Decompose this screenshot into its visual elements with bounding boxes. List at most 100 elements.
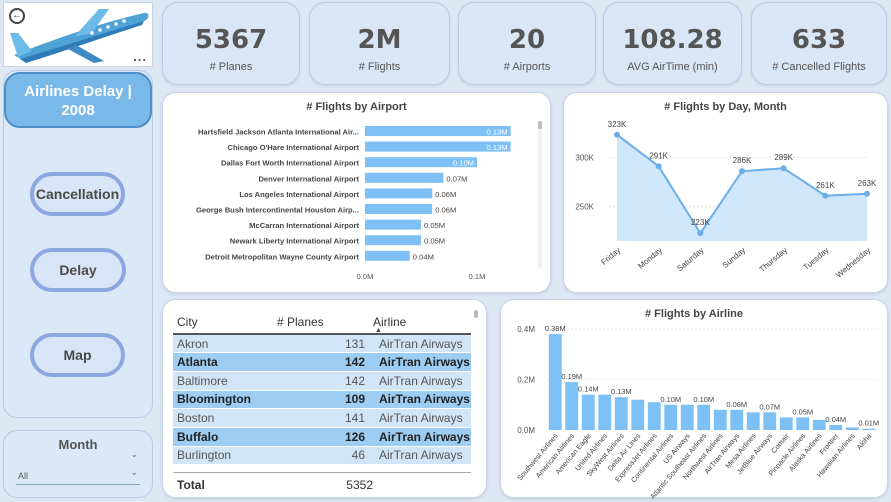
data-label: 261K [816, 181, 835, 190]
y-tick-label: 0.2M [517, 376, 535, 385]
slicer-underline [16, 484, 140, 485]
city-cell: Bloomington [177, 392, 251, 407]
month-slicer-value[interactable]: All [18, 471, 29, 481]
scrollbar[interactable] [538, 121, 542, 269]
data-label: 0.08M [726, 400, 747, 409]
city-cell: Boston [177, 411, 215, 426]
bar [365, 126, 511, 136]
table-row[interactable]: Bloomington 109 AirTran Airways [173, 390, 471, 409]
data-label: 0.10M [693, 395, 714, 404]
airline-cell: AirTran Airways [379, 392, 470, 407]
table-row[interactable]: Buffalo 126 AirTran Airways [173, 427, 471, 447]
category-label: Dallas Fort Worth International Airport [221, 159, 359, 168]
kpi-value: 20 [508, 25, 546, 55]
airline-cell: AirTran Airways [379, 373, 463, 388]
x-tick-label: Friday [599, 246, 622, 267]
data-label: 0.10M [453, 159, 474, 168]
data-label: 0.01M [858, 419, 879, 428]
data-point [655, 163, 662, 170]
report-title: Airlines Delay | 2008 [4, 72, 152, 128]
data-point [614, 131, 620, 138]
more-options-icon[interactable]: ... [133, 49, 147, 64]
category-label: Los Angeles International Airport [239, 190, 359, 199]
airport-chart: Hartsfield Jackson Atlanta International… [196, 126, 511, 281]
data-label: 0.13M [486, 143, 507, 152]
data-label: 0.04M [413, 252, 434, 261]
bar [548, 334, 562, 430]
planes-cell: 126 [344, 429, 365, 444]
city-table-card: City # Planes Airline ▲ Akron 131 AirTran … [162, 299, 487, 498]
x-tick-label: Tuesday [802, 246, 831, 272]
bar [581, 394, 595, 430]
category-label: George Bush Intercontinental Houston Air… [196, 206, 359, 215]
table-row[interactable]: Akron 131 AirTran Airways [173, 334, 471, 353]
table-total-row: Total 5352 [173, 472, 471, 496]
kpi-airports: 20 # Airports [458, 2, 596, 85]
column-header-airline-label: Airline [373, 314, 407, 329]
table-row[interactable]: Boston 141 AirTran Airways [173, 408, 471, 428]
data-label: 0.05M [424, 237, 445, 246]
data-label: 0.10M [660, 395, 681, 404]
data-label: 0.07M [759, 402, 780, 411]
back-icon[interactable]: ← [9, 8, 25, 24]
city-cell: Buffalo [177, 429, 219, 444]
kpi-label: # Flights [358, 61, 401, 73]
column-header-planes[interactable]: # Planes [277, 314, 324, 329]
chevron-down-icon[interactable]: ⌄ [130, 467, 138, 477]
kpi-cancelled: 633 # Cancelled Flights [751, 2, 887, 85]
airline-chart-card: # Flights by Airline 0.0M 0.2M 0.4M 0.38M So… [500, 299, 888, 499]
airplane-logo [10, 9, 149, 63]
table-row[interactable]: Baltimore 142 AirTran Airways [173, 371, 471, 391]
day-chart-title: # Flights by Day, Month [664, 101, 787, 113]
bar [779, 417, 793, 430]
sort-ascending-icon: ▲ [375, 327, 382, 334]
bar [365, 172, 444, 183]
planes-cell: 109 [344, 392, 365, 407]
y-tick-label: 0.4M [517, 325, 535, 334]
data-label: 0.13M [611, 387, 632, 396]
kpi-value: 5367 [194, 25, 268, 55]
x-tick-label: Thursday [758, 246, 789, 274]
bar [845, 427, 859, 430]
planes-cell: 142 [344, 373, 365, 388]
x-tick-label: Sunday [721, 246, 748, 270]
bar [365, 204, 433, 214]
city-table: City # Planes Airline ▲ Akron 131 AirTran … [173, 310, 471, 465]
category-label: Hartsfield Jackson Atlanta International… [198, 128, 359, 137]
delay-button[interactable]: Delay [30, 248, 126, 292]
bar [664, 404, 678, 430]
cancellation-button[interactable]: Cancellation [30, 172, 125, 216]
data-label: 0.13M [486, 128, 507, 137]
bar [763, 412, 777, 430]
area-fill [617, 134, 867, 241]
bar [598, 394, 612, 430]
bar [812, 419, 826, 430]
bar [730, 409, 744, 430]
total-label: Total [177, 478, 205, 492]
y-tick-label: 300K [575, 153, 594, 162]
data-label: 0.06M [435, 206, 456, 215]
kpi-value: 633 [791, 25, 847, 55]
table-row[interactable]: Burlington 46 AirTran Airways [173, 446, 471, 465]
column-header-city[interactable]: City [177, 314, 198, 329]
airline-chart-title: # Flights by Airline [645, 308, 743, 320]
logo-tile: ← ... [3, 2, 153, 67]
category-label: Denver International Airport [258, 174, 359, 183]
chevron-down-icon[interactable]: ⌄ [130, 449, 138, 459]
data-point [822, 192, 829, 199]
table-scrollbar[interactable] [474, 310, 478, 318]
table-row[interactable]: Atlanta 142 AirTran Airways [173, 352, 471, 372]
bar [829, 424, 843, 430]
data-label: 0.05M [792, 407, 813, 416]
month-slicer-label: Month [58, 437, 98, 452]
map-button[interactable]: Map [30, 333, 125, 377]
planes-cell: 131 [344, 336, 365, 351]
data-label: 0.38M [545, 324, 566, 333]
planes-cell: 142 [344, 355, 365, 370]
bar [365, 235, 421, 246]
month-slicer[interactable]: Month ⌄ All ⌄ [3, 430, 153, 498]
data-label: 286K [733, 156, 752, 165]
kpi-value: 2M [357, 25, 402, 55]
x-tick-label: Saturday [675, 246, 705, 273]
column-header-airline[interactable]: Airline ▲ [373, 310, 471, 335]
